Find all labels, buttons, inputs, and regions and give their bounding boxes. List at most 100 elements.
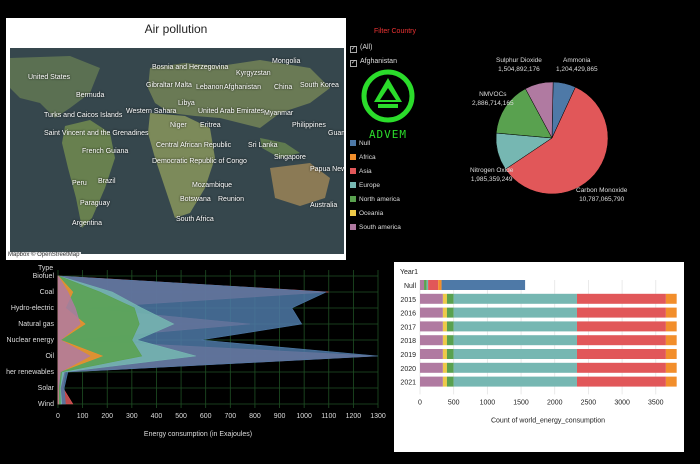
map-label-australia: Australia [310,202,338,209]
bar-segment-south-america[interactable] [420,335,443,346]
bar-segment-africa[interactable] [665,321,677,332]
legend-item-north-america[interactable]: North america [350,196,400,203]
energy-area-chart-panel: Type 0 100 200 300 400 500 600 700 800 900 1000 1100… [6,262,386,452]
bar-segment-south-america[interactable] [420,321,443,332]
bar-segment-africa[interactable] [665,362,677,373]
bar-segment-oceania[interactable] [442,376,447,387]
legend-item-null[interactable]: Null [350,140,370,147]
pie-slice-sulphur-dioxide[interactable] [525,81,554,139]
bar-segment-europe[interactable] [453,349,577,359]
bar-segment-north-america[interactable] [446,293,454,304]
bar-segment-oceania[interactable] [442,307,447,318]
bar-segment-africa[interactable] [438,280,442,290]
bar-segment-south-america[interactable] [420,362,443,373]
legend-label: Europe [359,182,380,189]
y-category-solar: Solar [38,385,55,392]
bar-segment-europe[interactable] [453,376,577,387]
legend-swatch [350,210,356,216]
legend-item-asia[interactable]: Asia [350,168,372,175]
map-label-french-guiana: French Guiana [82,148,129,155]
brand-logo: ADVEM [358,66,418,148]
area-series-north-america[interactable] [57,275,143,405]
bar-segment-north-america[interactable] [424,280,427,290]
bar-segment-europe[interactable] [453,307,577,318]
x-tick-label: 2000 [547,399,563,406]
map-label-bosnia-and-herzegovina: Bosnia and Herzegovina [152,64,229,71]
x-tick-label: 400 [151,413,163,420]
filter-option-all[interactable]: ✓ (All) [350,44,373,53]
bar-segment-asia[interactable] [576,307,666,318]
year-bar-chart-panel: Year1 0 500 1000 1500 2000 2500 3000 3500 Null 201… [394,262,684,452]
pie-slice-nmvocs[interactable] [495,88,553,139]
y-category-other-renewables: Other renewables [6,369,54,376]
bar-segment-south-america[interactable] [420,307,443,318]
legend-item-oceania[interactable]: Oceania [350,210,383,217]
legend-label: Null [359,140,371,147]
pie-label-nitrogen-oxide: Nitrogen Oxide 1,985,359,249 [470,167,514,183]
y-category-coal: Coal [40,289,55,296]
bar-segment-asia[interactable] [576,362,666,373]
bar-segment-north-america[interactable] [446,349,454,359]
y-category-2020: 2020 [400,366,416,373]
legend-label: North america [359,196,400,203]
bar-segment-asia[interactable] [428,280,439,290]
bar-chart-title: Year1 [400,269,418,276]
bar-segment-asia[interactable] [576,321,666,332]
y-category-2016: 2016 [400,311,416,318]
bar-segment-oceania[interactable] [442,293,447,304]
map-label-central-african-republic: Central African Republic [156,142,232,149]
pie-chart-panel: Sulphur Dioxide 1,504,892,176 Ammonia 1,20… [420,40,680,240]
pie-slice-carbon-monoxide[interactable] [505,86,609,195]
bar-segment-oceania[interactable] [442,335,447,346]
bar-segment-south-america[interactable] [420,349,443,359]
bar-segment-oceania[interactable] [442,349,447,359]
year-bar-chart[interactable]: Year1 0 500 1000 1500 2000 2500 3000 3500 Null 201… [394,262,684,452]
checkbox-icon[interactable]: ✓ [350,46,357,53]
legend-swatch [350,168,356,174]
bar-segment-north-america[interactable] [446,376,454,387]
checkbox-icon[interactable]: ✓ [350,60,357,67]
y-category-2015: 2015 [400,297,416,304]
map-label-eritrea: Eritrea [200,122,221,129]
bar-segment-north-america[interactable] [446,321,454,332]
area-series-south-america[interactable] [57,275,91,405]
bar-segment-south-america[interactable] [420,376,443,387]
bar-segment-africa[interactable] [665,335,677,346]
bar-segment-africa[interactable] [665,349,677,359]
bar-segment-africa[interactable] [665,376,677,387]
x-tick-label: 0 [418,399,422,406]
legend-item-south-america[interactable]: South america [350,224,401,231]
filter-option-afghanistan[interactable]: ✓ Afghanistan [350,58,397,67]
y-category-hydro-electric: Hydro-electric [11,305,55,312]
map-label-south-africa: South Africa [176,216,214,223]
x-tick-label: 500 [448,399,460,406]
bar-segment-south-america[interactable] [420,280,425,290]
pie-chart[interactable] [420,40,680,240]
bar-segment-europe[interactable] [453,335,577,346]
bar-segment-africa[interactable] [665,307,677,318]
bar-segment-asia[interactable] [576,376,666,387]
world-map[interactable]: Bosnia and Herzegovina Mongolia Kyrgyzstan… [10,48,344,254]
map-label-saint-vincent-and-the-grenadines: Saint Vincent and the Grenadines [44,130,149,137]
legend-item-africa[interactable]: Africa [350,154,376,161]
bar-segment-europe[interactable] [453,362,577,373]
bar-segment-africa[interactable] [665,293,677,304]
bar-segment-oceania[interactable] [442,321,447,332]
legend-swatch [350,154,356,160]
legend-swatch [350,182,356,188]
bar-segment-asia[interactable] [576,335,666,346]
energy-area-chart[interactable]: Type 0 100 200 300 400 500 600 700 800 900 1000 1100… [6,262,386,452]
bar-segment-north-america[interactable] [446,307,454,318]
bar-segment-asia[interactable] [576,293,666,304]
bar-segment-null[interactable] [441,280,526,290]
bar-segment-europe[interactable] [453,321,577,332]
legend-item-europe[interactable]: Europe [350,182,380,189]
bar-segment-europe[interactable] [426,280,429,290]
bar-segment-europe[interactable] [453,293,577,304]
bar-segment-north-america[interactable] [446,362,454,373]
map-label-united-arab-emirates: United Arab Emirates [198,108,265,115]
bar-segment-oceania[interactable] [442,362,447,373]
bar-segment-north-america[interactable] [446,335,454,346]
bar-segment-south-america[interactable] [420,293,443,304]
bar-segment-asia[interactable] [576,349,666,359]
